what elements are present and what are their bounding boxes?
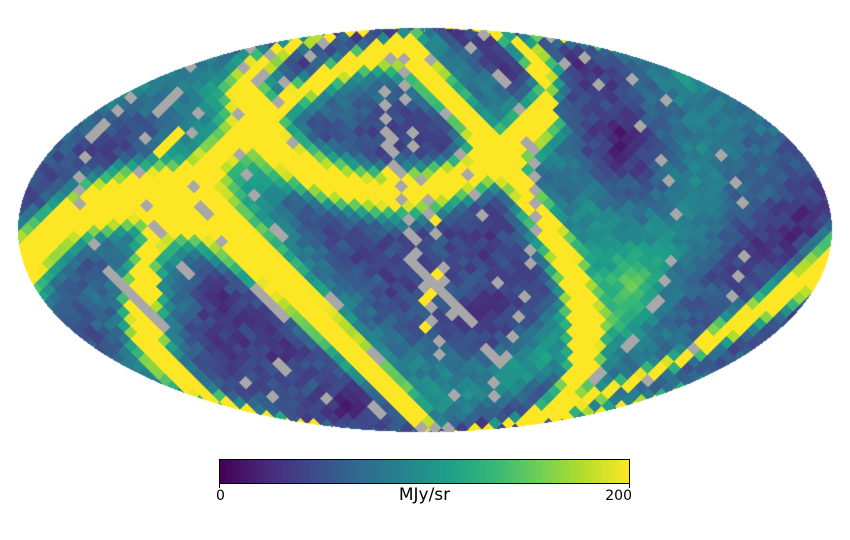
colorbar-min-label: 0	[216, 488, 225, 504]
colorbar	[219, 459, 630, 484]
colorbar-tick-max	[629, 484, 630, 488]
colorbar-gradient	[219, 459, 630, 484]
colorbar-tick-min	[219, 484, 220, 488]
colorbar-unit-label: MJy/sr	[398, 485, 451, 505]
sky-map-mollweide	[0, 0, 850, 450]
colorbar-max-label: 200	[605, 488, 632, 504]
